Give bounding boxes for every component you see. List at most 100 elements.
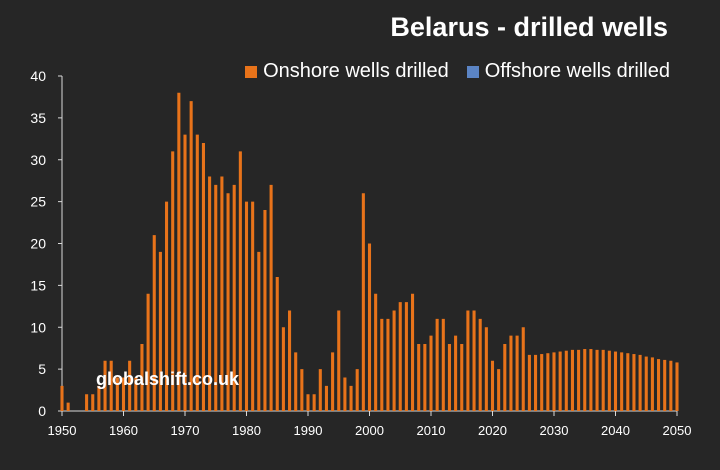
x-axis: 1950 1960 1970 1980 1990 2000 2010 2020 2030 2040…: [48, 410, 691, 438]
bar-onshore: [152, 235, 156, 411]
bar-onshore: [589, 349, 593, 411]
x-tick-label: 2000: [355, 423, 384, 438]
bar-onshore: [669, 360, 673, 411]
bar-onshore: [577, 349, 581, 411]
bar-onshore: [306, 394, 310, 411]
bar-onshore: [331, 352, 335, 411]
bar-onshore: [337, 310, 341, 411]
bar-onshore: [540, 354, 544, 411]
bar-onshore: [552, 352, 556, 411]
bar-onshore: [613, 351, 618, 411]
y-tick-label: 20: [30, 236, 46, 252]
bar-onshore: [232, 184, 236, 411]
bar-onshore: [85, 394, 89, 411]
bar-onshore: [158, 251, 162, 411]
bar-onshore: [521, 327, 525, 411]
bar-onshore: [171, 151, 175, 411]
bar-onshore: [195, 134, 199, 411]
bar-onshore: [570, 349, 574, 411]
bar-onshore: [238, 151, 242, 411]
bar-onshore: [220, 176, 224, 411]
bar-onshore: [534, 354, 538, 411]
bar-onshore: [392, 310, 396, 411]
legend-item-offshore: Offshore wells drilled: [466, 60, 670, 83]
bar-onshore: [515, 335, 519, 411]
bar-onshore: [269, 184, 273, 411]
bar-onshore: [675, 362, 679, 411]
bar-onshore: [454, 335, 458, 411]
bar-onshore: [546, 353, 550, 411]
legend-label-onshore: Onshore wells drilled: [263, 60, 449, 82]
bar-onshore: [115, 377, 119, 411]
bar-onshore: [374, 293, 378, 411]
bar-onshore: [423, 344, 427, 411]
x-tick-label: 1990: [294, 423, 323, 438]
x-tick-label: 2020: [478, 423, 507, 438]
bar-onshore: [435, 318, 439, 411]
x-tick-label: 2030: [540, 423, 569, 438]
bar-onshore: [91, 394, 95, 411]
bar-onshore: [404, 302, 408, 411]
bar-onshore: [657, 359, 661, 411]
bar-onshore: [361, 193, 365, 411]
bar-onshore: [312, 394, 316, 411]
bar-onshore: [601, 349, 605, 411]
bar-onshore: [650, 357, 654, 411]
y-axis: 0 5 10 15 20 25 30 35 40: [30, 68, 63, 419]
y-tick-label: 0: [38, 403, 46, 419]
x-tick-label: 2010: [417, 423, 446, 438]
bar-onshore: [165, 201, 169, 411]
bar-onshore: [447, 344, 451, 411]
bar-onshore: [97, 385, 101, 411]
bar-onshore: [66, 402, 70, 411]
bar-onshore: [189, 101, 193, 411]
bar-onshore: [134, 377, 138, 411]
bar-onshore: [128, 360, 132, 411]
bar-onshore: [472, 310, 476, 411]
bar-onshore: [281, 327, 285, 411]
bar-onshore: [275, 277, 279, 411]
legend-swatch-offshore: [466, 65, 479, 78]
bar-onshore: [558, 351, 562, 411]
bar-onshore: [355, 369, 359, 411]
bar-onshore: [109, 360, 113, 411]
bar-onshore: [263, 210, 267, 411]
bar-onshore: [177, 92, 181, 411]
bar-onshore: [214, 184, 218, 411]
bar-onshore: [490, 360, 495, 411]
bar-onshore: [140, 344, 144, 411]
bar-onshore: [398, 302, 402, 411]
bar-onshore: [367, 243, 372, 411]
bar-onshore: [343, 377, 347, 411]
bar-onshore: [201, 143, 205, 411]
bar-onshore: [183, 134, 187, 411]
bar-onshore: [564, 350, 568, 411]
bar-series: [60, 92, 679, 411]
bar-onshore: [429, 335, 433, 411]
legend-item-onshore: Onshore wells drilled: [245, 60, 449, 83]
bar-onshore: [484, 327, 488, 411]
legend: Onshore wells drilled Offshore wells dri…: [245, 60, 670, 83]
y-tick-label: 35: [30, 110, 46, 126]
bar-onshore: [663, 359, 667, 411]
bar-onshore: [324, 385, 328, 411]
legend-label-offshore: Offshore wells drilled: [484, 60, 670, 82]
bar-onshore: [644, 356, 648, 411]
y-tick-label: 15: [30, 277, 46, 293]
y-tick-label: 25: [30, 194, 46, 210]
legend-swatch-onshore: [245, 65, 258, 78]
x-tick-label: 1960: [109, 423, 138, 438]
bar-onshore: [288, 310, 292, 411]
bar-onshore: [251, 201, 255, 411]
bar-onshore: [497, 369, 501, 411]
bar-onshore: [294, 352, 298, 411]
x-tick-label: 1950: [48, 423, 77, 438]
bar-onshore: [226, 193, 230, 411]
bar-onshore: [257, 251, 261, 411]
x-tick-label: 1980: [232, 423, 261, 438]
chart-title: Belarus - drilled wells: [390, 12, 668, 42]
bar-onshore: [607, 350, 611, 411]
bar-onshore: [300, 369, 304, 411]
bar-onshore: [60, 385, 64, 411]
bar-onshore: [466, 310, 470, 411]
